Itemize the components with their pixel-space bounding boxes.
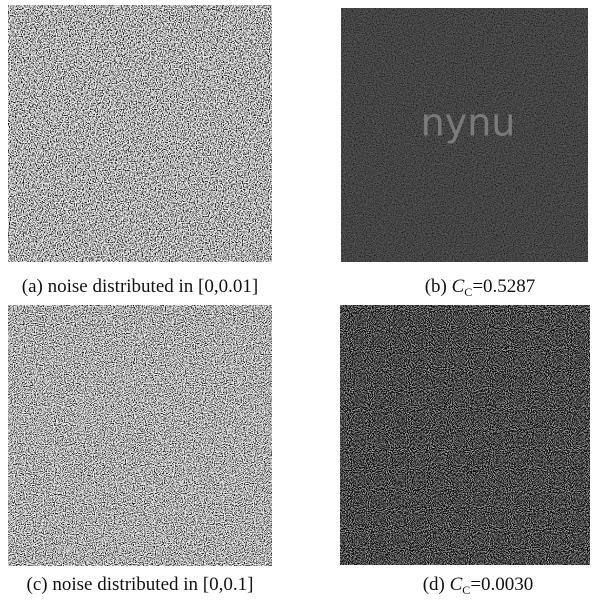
caption-symbol: C [452,276,465,297]
caption: (b) CC=0.5287 [425,276,536,299]
image-text: nynu [421,101,516,145]
caption-subscript: C [462,583,470,597]
caption-label: (b) [425,276,452,297]
caption-subscript: C [464,285,472,299]
caption: (d) CC=0.0030 [423,574,534,597]
noise-image [8,5,272,262]
caption-value: =0.0030 [470,574,533,595]
noise-image [8,305,272,566]
caption: (c) noise distributed in [0,0.1] [27,574,254,595]
caption: (a) noise distributed in [0,0.01] [22,276,258,297]
caption-label: (d) [423,574,450,595]
caption-symbol: C [450,574,463,595]
decrypted-image [340,305,590,565]
caption-value: =0.5287 [472,276,535,297]
figure: nynu (a) noise distributed in [0,0.01] (… [0,0,594,601]
